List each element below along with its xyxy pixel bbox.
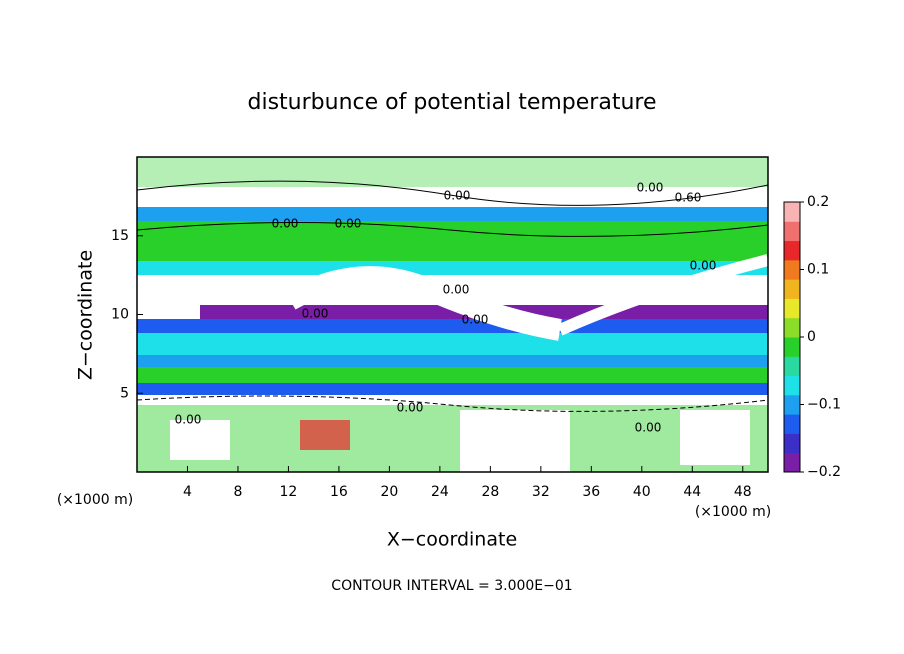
colorbar-swatch [784, 317, 800, 338]
colorbar-tick-label: 0.1 [807, 262, 829, 278]
colorbar-swatch [784, 279, 800, 299]
x-tick-label: 44 [683, 484, 701, 500]
x-tick-label: 32 [532, 484, 550, 500]
x-tick-label: 12 [280, 484, 298, 500]
y-tick-label: 15 [111, 228, 129, 244]
colorbar-tick-label: −0.2 [807, 464, 841, 480]
contour-label: 0.00 [690, 259, 717, 273]
colorbar-tick-label: 0.2 [807, 194, 829, 210]
y-tick-label: 5 [120, 385, 129, 401]
footer: CONTOUR INTERVAL = 3.000E−01 [331, 578, 572, 594]
x-tick-label: 36 [582, 484, 600, 500]
x-axis-label: X−coordinate [387, 529, 517, 551]
colorbar-swatch [784, 433, 800, 454]
colorbar-tick-label: 0 [807, 329, 816, 345]
colorbar-swatch [784, 356, 800, 377]
x-tick-label: 4 [183, 484, 192, 500]
x-unit: (×1000 m) [695, 504, 771, 520]
contour-label: 0.00 [637, 181, 664, 195]
field [136, 157, 770, 472]
chart-title: disturbunce of potential temperature [248, 90, 657, 115]
colorbar-swatch [784, 221, 800, 242]
x-unit: (×1000 m) [57, 492, 133, 508]
colorbar-swatch [784, 452, 800, 473]
colorbar-swatch [784, 414, 800, 434]
colorbar-tick-label: −0.1 [807, 397, 841, 413]
colorbar-swatch [784, 337, 800, 357]
contour-label: 0.00 [302, 307, 329, 321]
x-tick-label: 48 [734, 484, 752, 500]
y-tick-label: 10 [111, 307, 129, 323]
contour-label: 0.00 [462, 313, 489, 327]
y-axis-label: Z−coordinate [75, 250, 97, 380]
contour-label: 0.00 [272, 217, 299, 231]
colorbar-swatch [784, 298, 800, 319]
x-tick-label: 8 [233, 484, 242, 500]
contour-label: 0.00 [444, 189, 471, 203]
x-tick-label: 24 [431, 484, 449, 500]
colorbar-swatch [784, 394, 800, 415]
x-tick-label: 40 [633, 484, 651, 500]
contour-label: 0.00 [335, 217, 362, 231]
contour-label: 0.00 [443, 283, 470, 297]
colorbar-swatch [784, 259, 800, 280]
contour-label: 0.00 [397, 401, 424, 415]
x-tick-label: 20 [380, 484, 398, 500]
x-tick-label: 16 [330, 484, 348, 500]
contour-label: 0.60 [675, 191, 702, 205]
contour-label: 0.00 [635, 421, 662, 435]
colorbar-swatch [784, 375, 800, 396]
x-tick-label: 28 [481, 484, 499, 500]
colorbar-swatch [784, 240, 800, 261]
contour-label: 0.00 [175, 413, 202, 427]
colorbar-swatch [784, 202, 800, 222]
